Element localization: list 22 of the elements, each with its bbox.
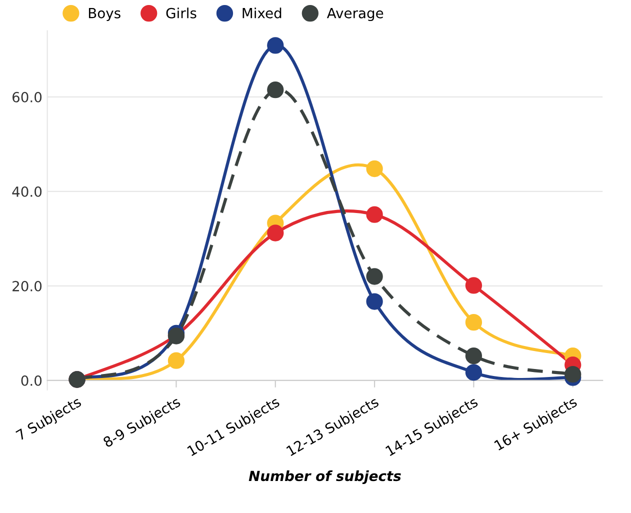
point bbox=[465, 348, 482, 364]
point bbox=[465, 277, 482, 294]
point bbox=[465, 364, 482, 381]
point bbox=[267, 82, 284, 98]
legend-label: Mixed bbox=[242, 8, 282, 18]
point bbox=[366, 206, 383, 223]
legend-label: Boys bbox=[88, 8, 120, 22]
point bbox=[168, 352, 185, 369]
y-tick-label: 20.0 bbox=[12, 280, 42, 292]
point bbox=[267, 37, 284, 54]
point bbox=[564, 366, 582, 383]
legend-label: Girls bbox=[166, 8, 196, 18]
point bbox=[366, 293, 383, 310]
x-axis-title: Number of subjects bbox=[248, 470, 401, 484]
point bbox=[465, 314, 482, 331]
y-tick-label: 60.0 bbox=[12, 92, 42, 102]
point bbox=[366, 268, 383, 285]
point bbox=[366, 160, 383, 178]
legend-label: Average bbox=[326, 8, 384, 22]
y-tick-label: 0.0 bbox=[21, 375, 42, 386]
y-tick-label: 40.0 bbox=[12, 186, 42, 197]
point bbox=[267, 224, 284, 242]
